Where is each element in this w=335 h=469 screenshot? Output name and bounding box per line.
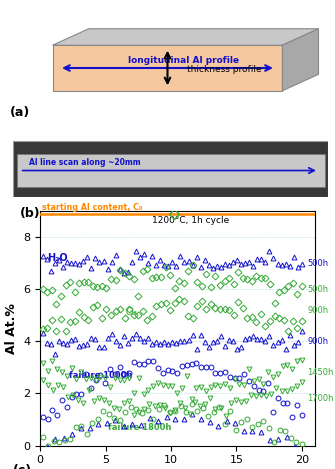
Polygon shape (53, 29, 319, 45)
Text: (b): (b) (20, 207, 40, 219)
Text: 1700h: 1700h (307, 394, 334, 403)
Polygon shape (53, 45, 282, 91)
Text: starting Al content, C₀: starting Al content, C₀ (42, 203, 143, 212)
Text: (a): (a) (10, 106, 30, 119)
Text: 500h: 500h (307, 259, 328, 268)
FancyBboxPatch shape (16, 154, 325, 187)
Text: H₂O: H₂O (47, 252, 67, 263)
FancyBboxPatch shape (13, 141, 328, 197)
Text: 900h: 900h (307, 306, 328, 315)
Text: thickness profile: thickness profile (187, 65, 262, 74)
Text: longitudinal Al profile: longitudinal Al profile (128, 56, 239, 65)
Y-axis label: Al At.%: Al At.% (5, 303, 18, 354)
Text: 500h: 500h (307, 285, 328, 294)
Text: Al line scan along ~20mm: Al line scan along ~20mm (29, 158, 141, 167)
Text: (c): (c) (13, 464, 32, 469)
Text: O₂: O₂ (125, 307, 137, 317)
Text: failure 1800h: failure 1800h (108, 423, 172, 432)
Text: 900h: 900h (307, 337, 328, 346)
Text: 1200°C, 1h cycle: 1200°C, 1h cycle (152, 216, 229, 225)
Text: 1450h: 1450h (307, 368, 333, 377)
Polygon shape (282, 29, 319, 91)
Text: failure 1000h: failure 1000h (69, 371, 132, 380)
